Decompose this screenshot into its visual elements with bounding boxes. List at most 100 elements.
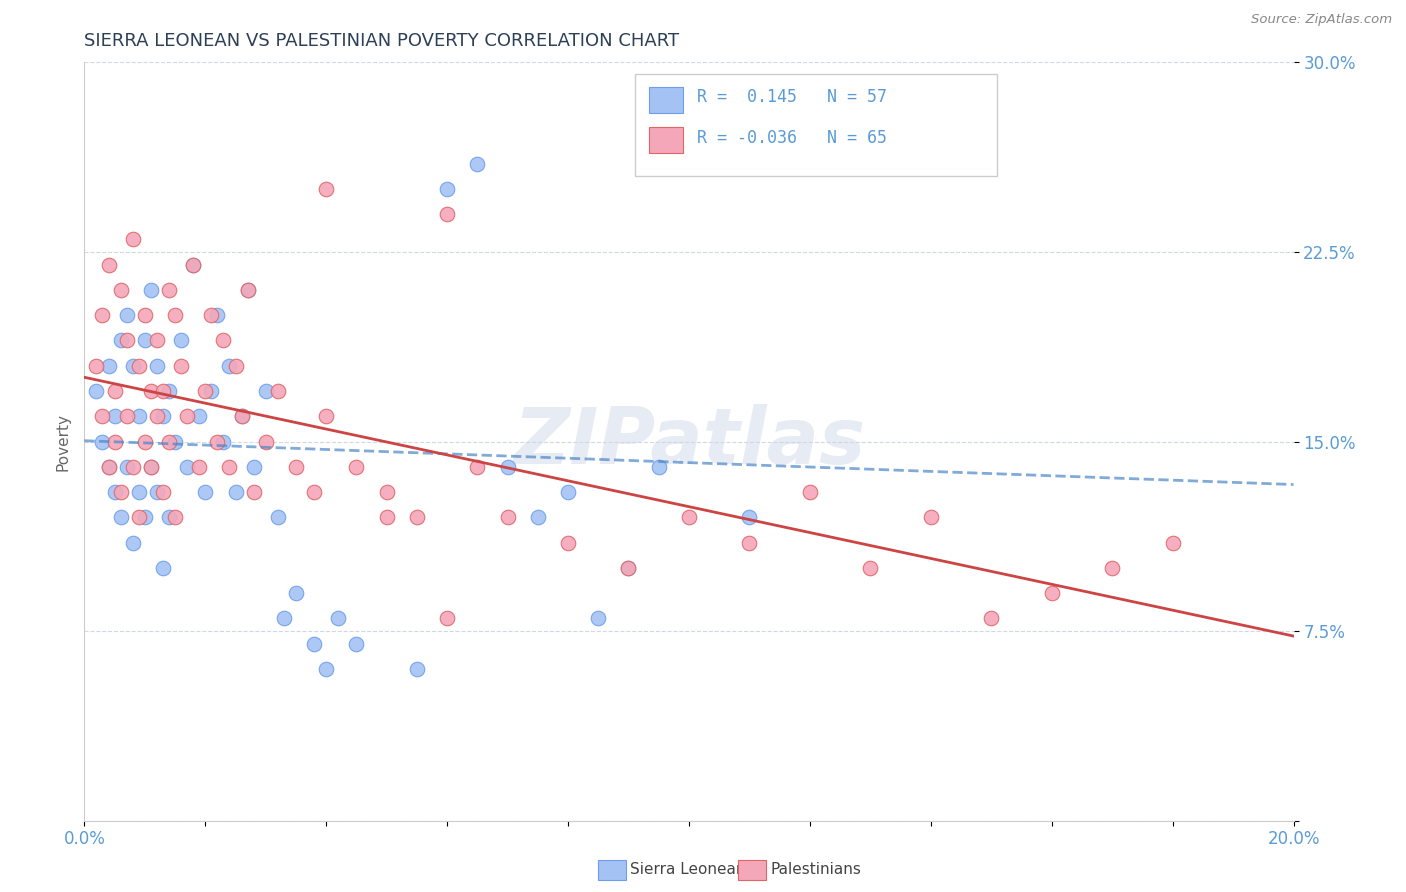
Text: SIERRA LEONEAN VS PALESTINIAN POVERTY CORRELATION CHART: SIERRA LEONEAN VS PALESTINIAN POVERTY CO…	[84, 32, 679, 50]
Point	[273, 611, 295, 625]
Point	[242, 459, 264, 474]
Point	[236, 283, 259, 297]
Point	[170, 334, 193, 348]
FancyBboxPatch shape	[634, 74, 997, 177]
Point	[121, 535, 143, 549]
Point	[467, 459, 489, 474]
Point	[231, 409, 253, 424]
Point	[152, 384, 174, 398]
Text: Palestinians: Palestinians	[770, 863, 862, 877]
Point	[188, 409, 211, 424]
Point	[134, 308, 156, 322]
Point	[152, 485, 174, 500]
Point	[139, 459, 162, 474]
Point	[104, 485, 127, 500]
Point	[738, 535, 761, 549]
Point	[406, 662, 429, 676]
Point	[97, 258, 120, 272]
Point	[375, 485, 398, 500]
Point	[218, 459, 240, 474]
Point	[236, 283, 259, 297]
Point	[170, 359, 193, 373]
Point	[617, 561, 640, 575]
Point	[115, 409, 138, 424]
Point	[91, 434, 114, 449]
Point	[91, 409, 114, 424]
Point	[859, 561, 882, 575]
Point	[86, 384, 108, 398]
Point	[302, 485, 325, 500]
FancyBboxPatch shape	[650, 87, 683, 113]
Text: R = -0.036   N = 65: R = -0.036 N = 65	[697, 129, 887, 147]
Point	[218, 359, 240, 373]
Point	[496, 510, 519, 524]
Point	[121, 359, 143, 373]
Point	[302, 637, 325, 651]
Point	[254, 384, 277, 398]
Point	[165, 510, 187, 524]
Point	[1040, 586, 1063, 600]
Point	[134, 510, 156, 524]
Point	[527, 510, 550, 524]
Point	[678, 510, 700, 524]
Point	[406, 510, 429, 524]
Point	[146, 334, 169, 348]
Point	[231, 409, 253, 424]
Point	[980, 611, 1002, 625]
Text: ZIPatlas: ZIPatlas	[513, 403, 865, 480]
Point	[557, 485, 579, 500]
Point	[165, 308, 187, 322]
Point	[97, 359, 120, 373]
FancyBboxPatch shape	[650, 127, 683, 153]
Point	[115, 334, 138, 348]
Point	[467, 156, 489, 170]
Point	[920, 510, 942, 524]
Point	[104, 409, 127, 424]
Point	[617, 561, 640, 575]
Point	[157, 283, 180, 297]
Point	[176, 409, 198, 424]
Point	[212, 334, 235, 348]
Point	[181, 258, 204, 272]
Point	[225, 359, 247, 373]
Point	[152, 561, 174, 575]
Point	[285, 459, 308, 474]
Point	[97, 459, 120, 474]
Point	[242, 485, 264, 500]
Point	[139, 283, 162, 297]
Point	[91, 308, 114, 322]
Point	[104, 384, 127, 398]
Point	[128, 359, 150, 373]
Text: Source: ZipAtlas.com: Source: ZipAtlas.com	[1251, 13, 1392, 27]
Point	[152, 409, 174, 424]
Point	[1161, 535, 1184, 549]
Point	[194, 384, 217, 398]
Point	[315, 662, 337, 676]
Point	[165, 434, 187, 449]
Point	[128, 485, 150, 500]
Point	[436, 207, 458, 221]
Point	[194, 485, 217, 500]
Point	[212, 434, 235, 449]
Point	[139, 384, 162, 398]
Point	[115, 459, 138, 474]
Point	[157, 434, 180, 449]
Point	[104, 434, 127, 449]
Y-axis label: Poverty: Poverty	[55, 412, 70, 471]
Point	[134, 434, 156, 449]
Point	[346, 637, 368, 651]
Point	[121, 232, 143, 246]
Point	[157, 384, 180, 398]
Point	[110, 510, 132, 524]
Point	[267, 384, 290, 398]
Point	[200, 384, 222, 398]
Point	[315, 409, 337, 424]
Text: R =  0.145   N = 57: R = 0.145 N = 57	[697, 87, 887, 105]
Point	[436, 611, 458, 625]
Point	[588, 611, 610, 625]
Point	[346, 459, 368, 474]
Point	[207, 308, 229, 322]
Point	[254, 434, 277, 449]
Point	[799, 485, 821, 500]
Point	[1101, 561, 1123, 575]
